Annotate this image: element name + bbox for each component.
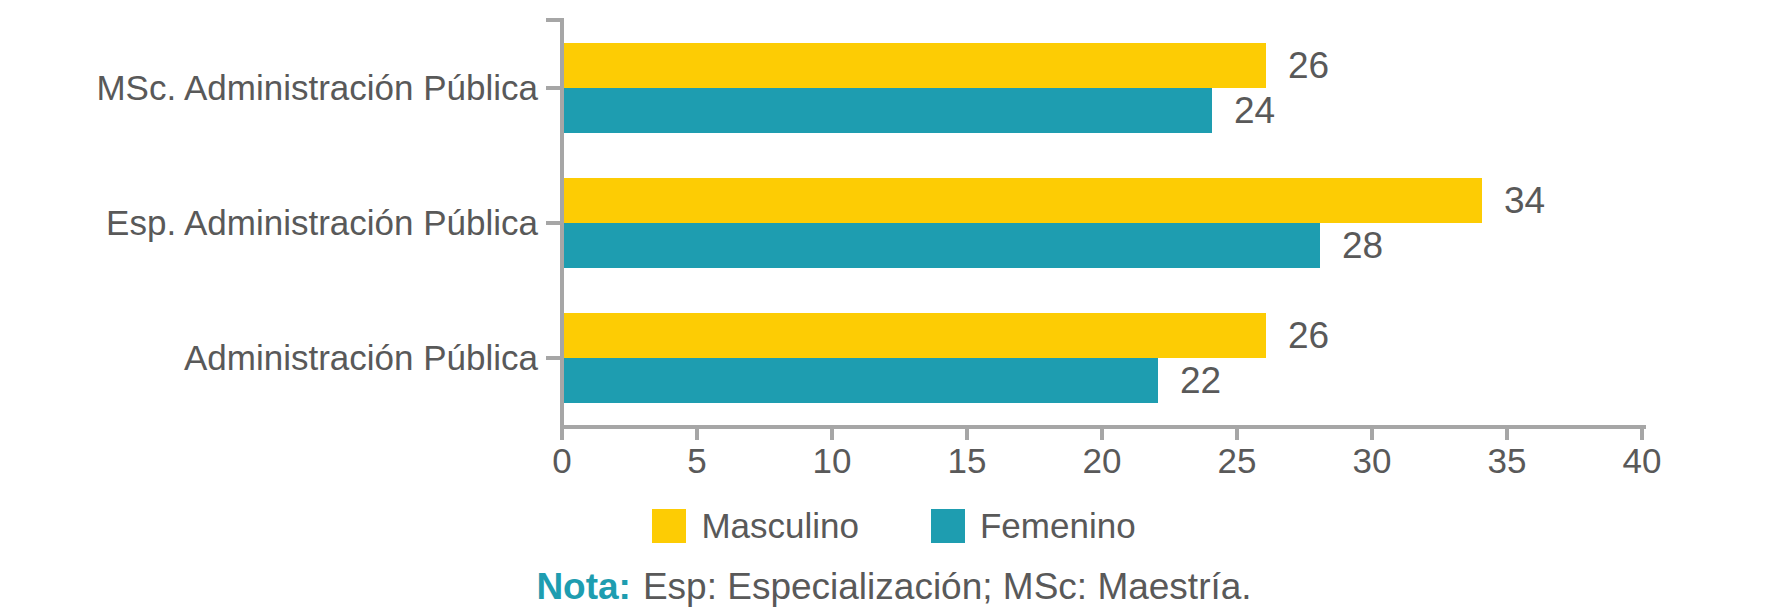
bar-value-label: 26 xyxy=(1288,43,1329,88)
y-axis-tick xyxy=(546,86,560,90)
category-label: Esp. Administración Pública xyxy=(0,196,538,250)
bar-masculino xyxy=(564,43,1266,88)
x-axis-tick-label: 10 xyxy=(782,438,882,484)
bar-femenino xyxy=(564,358,1158,403)
x-axis-tick-label: 20 xyxy=(1052,438,1152,484)
x-axis-tick-label: 0 xyxy=(512,438,612,484)
x-axis-tick-label: 30 xyxy=(1322,438,1422,484)
category-label: Administración Pública xyxy=(0,331,538,385)
bar-value-label: 24 xyxy=(1234,88,1275,133)
x-axis-tick-label: 5 xyxy=(647,438,747,484)
note-label: Nota: xyxy=(536,566,631,607)
bar-value-label: 26 xyxy=(1288,313,1329,358)
legend-item-femenino: Femenino xyxy=(931,506,1136,546)
bar-value-label: 22 xyxy=(1180,358,1221,403)
y-axis-top-tick xyxy=(546,18,560,22)
bar-femenino xyxy=(564,223,1320,268)
legend-swatch-masculino xyxy=(652,509,686,543)
bar-chart: MSc. Administración Pública 26 24 Esp. Admi… xyxy=(0,0,1788,616)
bar-value-label: 34 xyxy=(1504,178,1545,223)
note-text: Esp: Especialización; MSc: Maestría. xyxy=(643,566,1252,607)
legend-swatch-femenino xyxy=(931,509,965,543)
bar-femenino xyxy=(564,88,1212,133)
y-axis-tick xyxy=(546,356,560,360)
y-axis-tick xyxy=(546,221,560,225)
legend-item-masculino: Masculino xyxy=(652,506,859,546)
bar-masculino xyxy=(564,178,1482,223)
chart-note: Nota: Esp: Especialización; MSc: Maestría… xyxy=(0,566,1788,608)
plot-area: MSc. Administración Pública 26 24 Esp. Admi… xyxy=(0,0,1788,500)
x-axis-tick-label: 35 xyxy=(1457,438,1557,484)
legend-label: Masculino xyxy=(701,506,859,546)
bar-masculino xyxy=(564,313,1266,358)
legend: Masculino Femenino xyxy=(0,506,1788,546)
x-axis-tick-label: 25 xyxy=(1187,438,1287,484)
legend-label: Femenino xyxy=(980,506,1136,546)
x-axis-tick-label: 40 xyxy=(1592,438,1692,484)
category-label: MSc. Administración Pública xyxy=(0,61,538,115)
x-axis-tick-label: 15 xyxy=(917,438,1017,484)
bar-value-label: 28 xyxy=(1342,223,1383,268)
